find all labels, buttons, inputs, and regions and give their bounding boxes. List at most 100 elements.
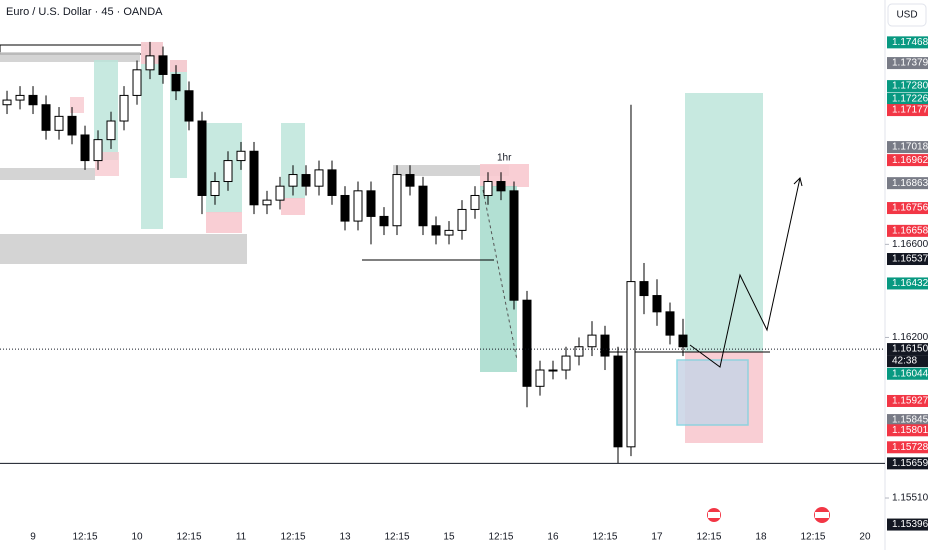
candle-body <box>353 190 363 222</box>
candle-body <box>210 181 220 196</box>
price-badge-label: 1.15927 <box>892 396 929 407</box>
countdown: 42:38 <box>892 356 917 367</box>
candle-body <box>470 194 480 210</box>
x-tick-label: 12:15 <box>73 532 98 543</box>
candle-body <box>132 69 142 96</box>
x-tick-label: 15 <box>443 532 455 543</box>
candle-body <box>288 174 298 187</box>
countdown-badge <box>887 355 928 368</box>
price-badge <box>887 36 928 49</box>
price-badge-label: 1.17280 <box>892 81 929 92</box>
candle-body <box>418 185 428 227</box>
zone-box <box>0 234 247 264</box>
candle-body <box>639 281 649 297</box>
candle-body <box>314 169 324 187</box>
price-badge <box>887 253 928 266</box>
candle-body <box>626 281 636 448</box>
price-badge-label: 1.15728 <box>892 442 929 453</box>
x-tick-label: 12:15 <box>176 532 201 543</box>
candle-body <box>236 150 246 162</box>
candle-body <box>197 120 207 196</box>
price-badge-label: 1.17468 <box>892 37 929 48</box>
x-tick-label: 12:15 <box>384 532 409 543</box>
flag-icon <box>815 512 829 518</box>
zone-box <box>206 212 242 233</box>
price-badge <box>887 343 928 356</box>
price-badge <box>887 141 928 154</box>
price-badge <box>887 104 928 117</box>
zone-box <box>141 42 163 229</box>
x-tick-label: 9 <box>30 532 36 543</box>
trend-line <box>482 189 518 361</box>
x-tick-label: 16 <box>547 532 559 543</box>
zone-box <box>0 52 140 62</box>
projection-path <box>689 177 801 368</box>
price-badge <box>887 277 928 290</box>
price-badge <box>887 424 928 437</box>
event-icons <box>707 507 830 523</box>
price-badge-label: 1.17379 <box>892 58 929 69</box>
candle-body <box>444 229 454 236</box>
candle-body <box>613 355 623 448</box>
price-badge <box>887 80 928 93</box>
candle-body <box>262 199 272 206</box>
price-badge-label: 1.17177 <box>892 105 929 116</box>
candle-body <box>119 94 129 122</box>
zone-box <box>170 60 187 72</box>
candle-body <box>405 174 415 187</box>
flag-icon <box>708 512 720 518</box>
x-tick-label: 17 <box>651 532 663 543</box>
price-badge-label: 1.16962 <box>892 155 929 166</box>
candle-body <box>249 150 259 206</box>
price-badge-label: 1.17018 <box>892 142 929 153</box>
candle-body <box>2 99 12 106</box>
currency-box <box>887 3 927 27</box>
candle-body <box>275 185 285 201</box>
candle-body <box>41 104 51 131</box>
candle-body <box>392 174 402 227</box>
candle-body <box>574 346 584 357</box>
price-badge <box>887 57 928 70</box>
y-tick-label: 1.16600 <box>892 239 929 250</box>
price-badge <box>887 202 928 215</box>
candle-body <box>54 115 64 131</box>
price-badge-label: 1.16044 <box>892 368 929 379</box>
x-tick-label: 10 <box>131 532 143 543</box>
candle-body <box>93 139 103 162</box>
price-badge-label: 1.16658 <box>892 225 929 236</box>
price-badge <box>887 177 928 190</box>
candle-body <box>80 134 90 162</box>
zone-box <box>70 97 84 113</box>
candle-body <box>678 334 688 348</box>
price-badge <box>887 92 928 105</box>
candle-body <box>600 334 610 357</box>
price-badge <box>887 441 928 454</box>
price-badge <box>887 414 928 427</box>
price-badge <box>887 367 928 380</box>
candle-body <box>171 73 181 92</box>
candle-body <box>587 334 597 348</box>
price-badge-label: 1.15659 <box>892 458 929 469</box>
candle-body <box>184 90 194 122</box>
price-badge-label: 1.15396 <box>892 519 929 530</box>
candle-body <box>652 295 662 313</box>
entry-box <box>676 359 749 426</box>
candle-body <box>509 190 519 301</box>
price-badge <box>887 224 928 237</box>
currency: USD <box>896 10 917 21</box>
price-badge-label: 1.17226 <box>892 93 929 104</box>
price-badge-label: 1.16150 <box>892 344 929 355</box>
candle-body <box>106 120 116 141</box>
x-tick-label: 20 <box>859 532 871 543</box>
price-badge <box>887 154 928 167</box>
candle-body <box>15 94 25 101</box>
y-tick-label: 1.15510 <box>892 493 929 504</box>
candle-body <box>158 55 168 75</box>
x-tick-label: 12:15 <box>488 532 513 543</box>
candle-body <box>431 225 441 236</box>
zone-box <box>281 198 305 215</box>
candle-body <box>561 355 571 371</box>
candle-body <box>379 215 389 227</box>
zone-box <box>393 165 509 176</box>
